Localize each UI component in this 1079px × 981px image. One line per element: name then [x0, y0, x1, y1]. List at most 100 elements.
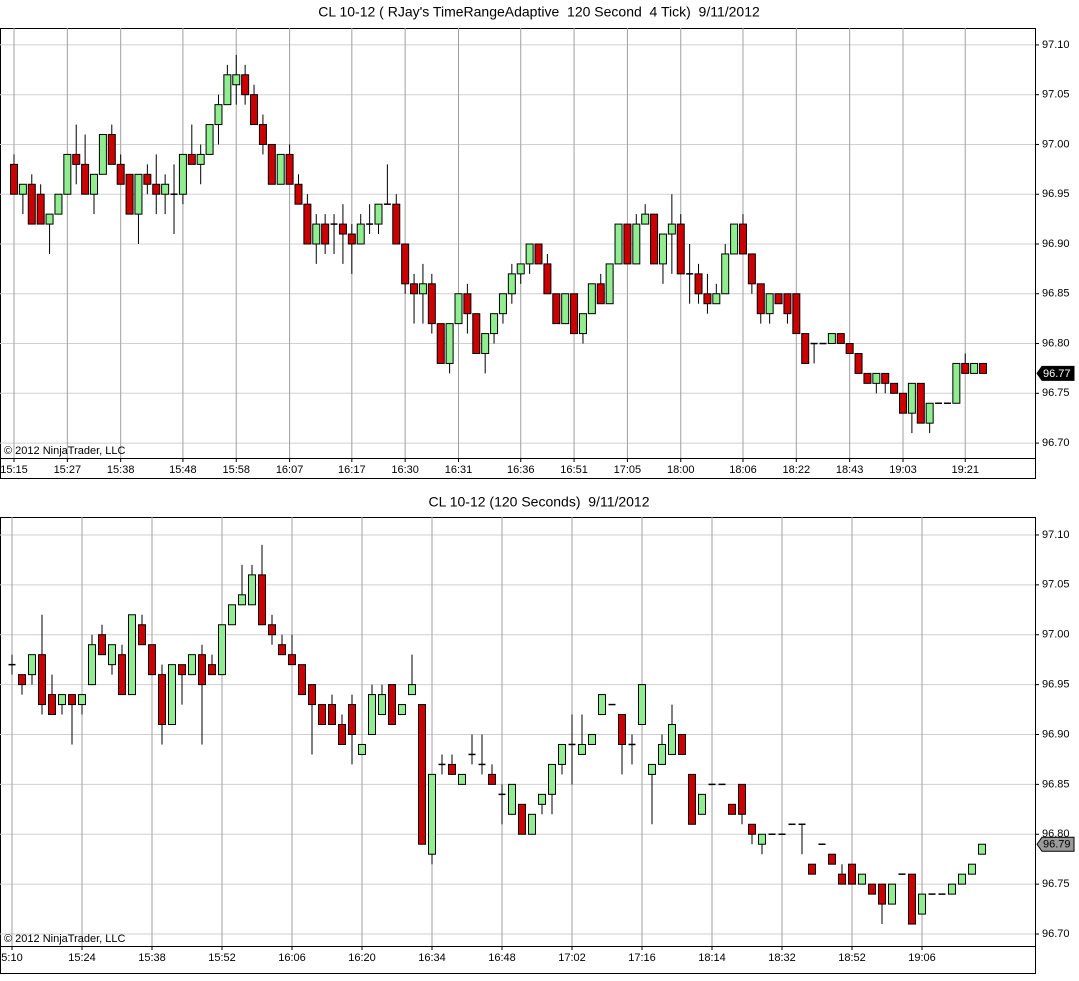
candle-body: [658, 743, 666, 765]
candle-body: [338, 724, 346, 745]
candle-body: [658, 233, 667, 265]
candle-body: [578, 743, 586, 755]
candle-body: [587, 283, 596, 315]
candle-body: [516, 263, 525, 275]
y-tick-label: 96.75: [1042, 387, 1070, 399]
candle-body: [445, 323, 454, 364]
candle-body: [748, 823, 756, 835]
candle-body: [618, 714, 626, 745]
candle-body: [758, 833, 766, 845]
candle-body: [328, 704, 336, 726]
y-tick-label: 97.05: [1042, 579, 1070, 591]
candle-body: [358, 743, 366, 755]
candle-body: [868, 883, 876, 895]
x-tick-label: 15:27: [54, 464, 82, 476]
x-tick-label: 18:22: [783, 464, 811, 476]
candle-body: [908, 873, 916, 925]
candle-body: [648, 763, 656, 775]
candle-body: [398, 704, 406, 716]
candle-body: [258, 574, 266, 626]
x-tick-label: 16:30: [391, 464, 419, 476]
candle-body: [318, 704, 326, 726]
candle-body: [28, 654, 36, 676]
candle-body: [738, 223, 747, 255]
x-tick-label: 16:17: [338, 464, 366, 476]
candle-body: [598, 694, 606, 716]
candle-body: [968, 863, 976, 875]
candle-body: [845, 343, 854, 354]
candle-body: [463, 293, 472, 315]
candle-body: [728, 803, 736, 815]
candle-body: [321, 223, 330, 245]
candle-body: [401, 243, 410, 285]
watermark: © 2012 NinjaTrader, LLC: [4, 445, 125, 457]
y-tick-label: 96.75: [1042, 878, 1070, 890]
candle-body: [808, 863, 816, 875]
x-tick-label: 17:16: [628, 952, 656, 964]
candle-body: [881, 372, 890, 384]
x-tick-label: 19:03: [889, 464, 917, 476]
y-tick-label: 96.90: [1042, 238, 1070, 250]
candle-body: [238, 594, 246, 606]
candle-body: [838, 873, 846, 885]
candle-body: [374, 203, 383, 225]
watermark: © 2012 NinjaTrader, LLC: [4, 933, 125, 945]
candle-body: [534, 243, 543, 265]
candle-body: [408, 684, 416, 696]
candle-body: [356, 223, 365, 245]
candle-body: [148, 644, 156, 676]
candle-body: [623, 223, 632, 265]
panel-frame: [0, 517, 1036, 974]
candle-body: [958, 873, 966, 885]
candle-body: [45, 213, 54, 225]
candle-body: [347, 233, 356, 245]
candle-body: [418, 704, 426, 845]
candle-body: [543, 263, 552, 295]
candle-body: [488, 773, 496, 785]
candle-body: [18, 674, 26, 686]
candle-body: [54, 193, 63, 215]
candle-body: [528, 813, 536, 835]
chart-title: CL 10-12 (120 Seconds) 9/11/2012: [428, 494, 649, 510]
x-tick-label: 16:36: [507, 464, 535, 476]
candle-body: [118, 654, 126, 696]
x-tick-label: 15:58: [222, 464, 250, 476]
candle-body: [58, 694, 66, 706]
candle-body: [78, 694, 86, 706]
candle-body: [36, 193, 45, 225]
y-tick-label: 97.00: [1042, 138, 1070, 150]
candle-body: [858, 873, 866, 885]
candle-body: [970, 362, 979, 374]
candle-body: [232, 74, 241, 86]
candle-body: [196, 153, 205, 165]
candle-body: [187, 153, 196, 165]
candle-body: [472, 313, 481, 354]
candle-body: [338, 223, 347, 235]
candle-body: [116, 163, 125, 185]
candle-body: [208, 664, 216, 676]
candle-body: [90, 173, 99, 195]
candle-body: [481, 333, 490, 354]
candle-body: [650, 213, 659, 265]
candle-body: [952, 362, 961, 404]
candle-body: [848, 863, 856, 885]
y-tick-label: 96.85: [1042, 778, 1070, 790]
candle-body: [552, 293, 561, 325]
y-tick-label: 97.00: [1042, 629, 1070, 641]
candle-body: [125, 173, 134, 215]
candle-body: [890, 382, 899, 394]
candle-body: [98, 134, 107, 175]
candle-body: [747, 253, 756, 285]
candle-body: [348, 704, 356, 735]
candle-body: [392, 203, 401, 245]
last-price-box: [1036, 836, 1075, 852]
candle-body: [792, 293, 801, 335]
candle-body: [436, 323, 445, 364]
candle-body: [888, 883, 896, 905]
candle-body: [678, 733, 686, 755]
x-tick-label: 16:20: [348, 952, 376, 964]
candle-body: [907, 382, 916, 414]
last-price-box: [1036, 365, 1075, 381]
candle-body: [558, 743, 566, 765]
candle-body: [948, 883, 956, 895]
